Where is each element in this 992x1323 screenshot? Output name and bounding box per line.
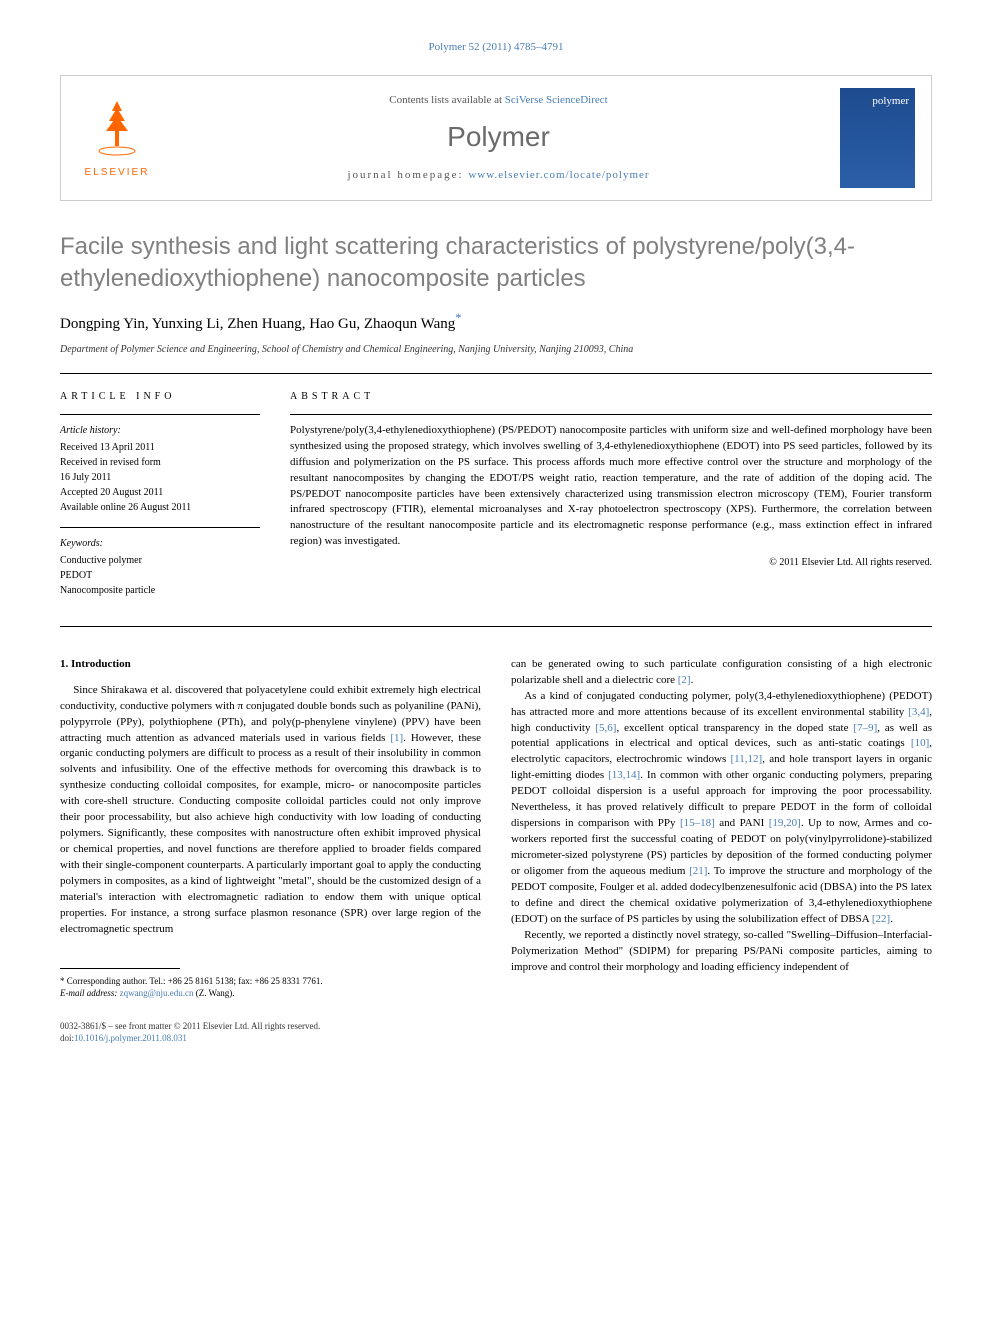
contents-prefix: Contents lists available at xyxy=(389,94,504,106)
divider-top xyxy=(60,373,932,374)
body-paragraph: can be generated owing to such particula… xyxy=(511,657,932,689)
history-line: Accepted 20 August 2011 xyxy=(60,485,260,500)
doi-line: doi:10.1016/j.polymer.2011.08.031 xyxy=(60,1032,932,1045)
citation-link[interactable]: [11,12] xyxy=(731,753,763,765)
header-citation: Polymer 52 (2011) 4785–4791 xyxy=(60,40,932,55)
keyword: Conductive polymer xyxy=(60,553,260,568)
citation-link[interactable]: [19,20] xyxy=(769,817,801,829)
journal-banner: ELSEVIER Contents lists available at Sci… xyxy=(60,75,932,201)
journal-name: Polymer xyxy=(157,117,840,156)
article-title: Facile synthesis and light scattering ch… xyxy=(60,231,932,293)
cover-title: polymer xyxy=(872,94,909,109)
history-heading: Article history: xyxy=(60,423,260,438)
email-label: E-mail address: xyxy=(60,988,120,998)
citation-link[interactable]: [7–9] xyxy=(853,722,877,734)
keywords-block: Keywords: Conductive polymer PEDOT Nanoc… xyxy=(60,527,260,598)
body-paragraph: As a kind of conjugated conducting polym… xyxy=(511,689,932,928)
header-citation-link[interactable]: Polymer 52 (2011) 4785–4791 xyxy=(429,41,564,53)
history-line: 16 July 2011 xyxy=(60,470,260,485)
body-columns: 1. Introduction Since Shirakawa et al. d… xyxy=(60,657,932,1000)
doi-label: doi: xyxy=(60,1033,74,1043)
issn-copyright: 0032-3861/$ – see front matter © 2011 El… xyxy=(60,1020,932,1033)
info-abstract-row: ARTICLE INFO Article history: Received 1… xyxy=(60,390,932,610)
footnote-email-line: E-mail address: zqwang@nju.edu.cn (Z. Wa… xyxy=(60,987,481,1000)
body-paragraph: Recently, we reported a distinctly novel… xyxy=(511,928,932,976)
sciencedirect-link[interactable]: SciVerse ScienceDirect xyxy=(505,94,608,106)
homepage-label: journal homepage: xyxy=(347,169,468,181)
citation-link[interactable]: [21] xyxy=(689,865,707,877)
keywords-heading: Keywords: xyxy=(60,536,260,551)
doi-link[interactable]: 10.1016/j.polymer.2011.08.031 xyxy=(74,1033,187,1043)
elsevier-tree-icon xyxy=(82,96,152,166)
contents-line: Contents lists available at SciVerse Sci… xyxy=(157,93,840,108)
history-line: Received 13 April 2011 xyxy=(60,440,260,455)
keyword: PEDOT xyxy=(60,568,260,583)
authors: Dongping Yin, Yunxing Li, Zhen Huang, Ha… xyxy=(60,310,932,335)
citation-link[interactable]: [2] xyxy=(678,674,691,686)
homepage-url[interactable]: www.elsevier.com/locate/polymer xyxy=(468,169,649,181)
elsevier-label: ELSEVIER xyxy=(85,166,150,180)
citation-link[interactable]: [5,6] xyxy=(595,722,616,734)
section-heading: 1. Introduction xyxy=(60,657,481,673)
author-list: Dongping Yin, Yunxing Li, Zhen Huang, Ha… xyxy=(60,316,455,332)
body-column-left: 1. Introduction Since Shirakawa et al. d… xyxy=(60,657,481,1000)
abstract-text: Polystyrene/poly(3,4-ethylenedioxythioph… xyxy=(290,414,932,551)
article-info-column: ARTICLE INFO Article history: Received 1… xyxy=(60,390,260,610)
history-line: Available online 26 August 2011 xyxy=(60,500,260,515)
affiliation: Department of Polymer Science and Engine… xyxy=(60,343,932,357)
homepage-line: journal homepage: www.elsevier.com/locat… xyxy=(157,168,840,183)
citation-link[interactable]: [10] xyxy=(911,737,929,749)
footnote-separator xyxy=(60,968,180,969)
footnote-contact: * Corresponding author. Tel.: +86 25 816… xyxy=(60,975,481,988)
banner-center: Contents lists available at SciVerse Sci… xyxy=(157,93,840,183)
journal-cover: polymer xyxy=(840,88,915,188)
citation-link[interactable]: [22] xyxy=(872,913,890,925)
abstract-copyright: © 2011 Elsevier Ltd. All rights reserved… xyxy=(290,556,932,570)
keyword: Nanocomposite particle xyxy=(60,583,260,598)
corresponding-footnote: * Corresponding author. Tel.: +86 25 816… xyxy=(60,975,481,1000)
body-column-right: can be generated owing to such particula… xyxy=(511,657,932,1000)
bottom-info: 0032-3861/$ – see front matter © 2011 El… xyxy=(60,1020,932,1045)
elsevier-logo: ELSEVIER xyxy=(77,93,157,183)
citation-link[interactable]: [15–18] xyxy=(680,817,715,829)
email-suffix: (Z. Wang). xyxy=(193,988,234,998)
divider-bottom xyxy=(60,626,932,627)
article-history-block: Article history: Received 13 April 2011 … xyxy=(60,414,260,515)
citation-link[interactable]: [3,4] xyxy=(908,706,929,718)
history-line: Received in revised form xyxy=(60,455,260,470)
body-paragraph: Since Shirakawa et al. discovered that p… xyxy=(60,683,481,938)
article-info-label: ARTICLE INFO xyxy=(60,390,260,404)
abstract-column: ABSTRACT Polystyrene/poly(3,4-ethylenedi… xyxy=(290,390,932,610)
citation-link[interactable]: [13,14] xyxy=(608,769,640,781)
citation-link[interactable]: [1] xyxy=(390,732,403,744)
corresponding-marker: * xyxy=(455,311,461,325)
email-link[interactable]: zqwang@nju.edu.cn xyxy=(120,988,194,998)
abstract-label: ABSTRACT xyxy=(290,390,932,404)
